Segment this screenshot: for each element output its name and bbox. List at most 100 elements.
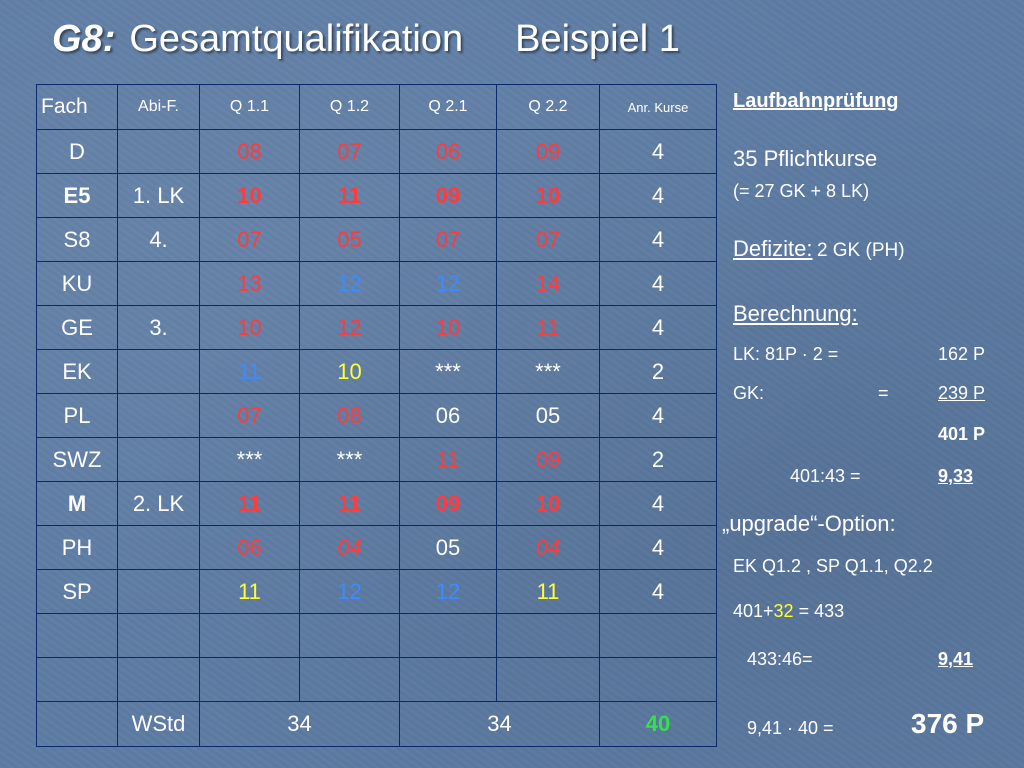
cell-wstd-q1: 34 bbox=[199, 701, 400, 747]
cell-q21: 06 bbox=[399, 393, 497, 438]
cell-q11: 07 bbox=[199, 217, 300, 262]
col-header-fach: Fach bbox=[36, 84, 118, 130]
cell-q12: 07 bbox=[299, 129, 400, 174]
cell-q21: 05 bbox=[399, 525, 497, 570]
cell-q11: 08 bbox=[199, 129, 300, 174]
title-prefix: G8: bbox=[52, 18, 116, 60]
cell-fach: S8 bbox=[36, 217, 118, 262]
upgrade-heading: „upgrade“-Option: bbox=[722, 511, 896, 536]
cell-q11: 07 bbox=[199, 393, 300, 438]
heading-laufbahnpruefung: Laufbahnprüfung bbox=[733, 90, 899, 112]
cell-q22: 11 bbox=[496, 305, 600, 350]
upgrade-sum-c: = 433 bbox=[793, 601, 845, 621]
cell-q22: 10 bbox=[496, 173, 600, 218]
cell-q21: *** bbox=[399, 349, 497, 394]
title-main: Gesamtqualifikation bbox=[129, 18, 464, 60]
cell-q21 bbox=[399, 657, 497, 702]
col-header-q12: Q 1.2 bbox=[299, 84, 400, 130]
table-footer-row: WStd 34 34 40 bbox=[36, 701, 717, 747]
cell-fach: SWZ bbox=[36, 437, 118, 482]
cell-anr: 4 bbox=[599, 261, 717, 306]
cell-total-courses: 40 bbox=[599, 701, 717, 747]
grades-table: Fach Abi-F. Q 1.1 Q 1.2 Q 2.1 Q 2.2 Anr.… bbox=[36, 84, 717, 747]
table-row: D 08 07 06 09 4 bbox=[36, 129, 717, 174]
sum-points: 401 P bbox=[938, 424, 986, 444]
division-right: 9,33 bbox=[938, 466, 974, 486]
cell-q22: 05 bbox=[496, 393, 600, 438]
upgrade-detail: EK Q1.2 , SP Q1.1, Q2.2 bbox=[733, 556, 933, 576]
cell-anr: 4 bbox=[599, 525, 717, 570]
cell-wstd-q2: 34 bbox=[399, 701, 600, 747]
cell-q22: 09 bbox=[496, 437, 600, 482]
defizite-line: Defizite: 2 GK (PH) bbox=[733, 236, 905, 262]
cell-q12: 04 bbox=[299, 525, 400, 570]
final-calc-left: 9,41 · 40 = bbox=[747, 718, 834, 738]
cell-q12: 12 bbox=[299, 569, 400, 614]
cell-abi: 2. LK bbox=[117, 481, 200, 526]
lk-calc-right: 162 P bbox=[938, 344, 986, 364]
cell-q21: 12 bbox=[399, 261, 497, 306]
cell-abi bbox=[117, 393, 200, 438]
col-header-q11: Q 1.1 bbox=[199, 84, 300, 130]
cell-q11: 06 bbox=[199, 525, 300, 570]
division2-right: 9,41 bbox=[938, 649, 974, 669]
cell-q11: 10 bbox=[199, 305, 300, 350]
gk-calc-right: 239 P bbox=[938, 383, 986, 403]
cell-q22: 09 bbox=[496, 129, 600, 174]
cell-wstd-label: WStd bbox=[117, 701, 200, 747]
division2-left: 433:46= bbox=[747, 649, 813, 669]
cell-abi bbox=[117, 613, 200, 658]
cell-q11 bbox=[199, 657, 300, 702]
cell-q12 bbox=[299, 613, 400, 658]
table-row: PH 06 04 05 04 4 bbox=[36, 525, 717, 570]
table-row: EK 11 10 *** *** 2 bbox=[36, 349, 717, 394]
col-header-anr: Anr. Kurse bbox=[599, 84, 717, 130]
table-row bbox=[36, 613, 717, 658]
cell-abi bbox=[117, 261, 200, 306]
cell-q22: 11 bbox=[496, 569, 600, 614]
cell-q11: 11 bbox=[199, 569, 300, 614]
cell-q12: 11 bbox=[299, 481, 400, 526]
table-row: S8 4. 07 05 07 07 4 bbox=[36, 217, 717, 262]
final-result: 376 P bbox=[911, 708, 985, 739]
cell-q22: *** bbox=[496, 349, 600, 394]
cell-fach: M bbox=[36, 481, 118, 526]
cell-fach: PH bbox=[36, 525, 118, 570]
cell-q21: 07 bbox=[399, 217, 497, 262]
cell-anr: 4 bbox=[599, 393, 717, 438]
cell-q21 bbox=[399, 613, 497, 658]
division-left: 401:43 = bbox=[790, 466, 861, 486]
cell-q22: 10 bbox=[496, 481, 600, 526]
pflichtkurse-detail: (= 27 GK + 8 LK) bbox=[733, 181, 870, 201]
cell-anr: 4 bbox=[599, 305, 717, 350]
col-header-q22: Q 2.2 bbox=[496, 84, 600, 130]
upgrade-sum-line: 401+32 = 433 bbox=[733, 601, 844, 622]
cell-q21: 12 bbox=[399, 569, 497, 614]
cell-abi bbox=[117, 569, 200, 614]
title-example: Beispiel 1 bbox=[515, 18, 680, 60]
cell-fach: D bbox=[36, 129, 118, 174]
table-row: SWZ *** *** 11 09 2 bbox=[36, 437, 717, 482]
cell-q12: 12 bbox=[299, 261, 400, 306]
cell-q12: 10 bbox=[299, 349, 400, 394]
upgrade-sum-b: 32 bbox=[773, 601, 794, 621]
cell-q21: 10 bbox=[399, 305, 497, 350]
cell-anr: 4 bbox=[599, 129, 717, 174]
cell-q22: 07 bbox=[496, 217, 600, 262]
cell-q22 bbox=[496, 657, 600, 702]
cell-fach bbox=[36, 657, 118, 702]
cell-fach bbox=[36, 613, 118, 658]
upgrade-sum-a: 401+ bbox=[733, 601, 774, 621]
cell-q11: 11 bbox=[199, 481, 300, 526]
cell-anr: 4 bbox=[599, 173, 717, 218]
cell-anr: 4 bbox=[599, 481, 717, 526]
col-header-abi: Abi-F. bbox=[117, 84, 200, 130]
cell-q12: *** bbox=[299, 437, 400, 482]
cell-abi: 1. LK bbox=[117, 173, 200, 218]
cell-q12: 08 bbox=[299, 393, 400, 438]
table-header-row: Fach Abi-F. Q 1.1 Q 1.2 Q 2.1 Q 2.2 Anr.… bbox=[36, 84, 717, 130]
cell-anr bbox=[599, 657, 717, 702]
cell-q11 bbox=[199, 613, 300, 658]
cell-abi bbox=[117, 657, 200, 702]
cell-q11: *** bbox=[199, 437, 300, 482]
